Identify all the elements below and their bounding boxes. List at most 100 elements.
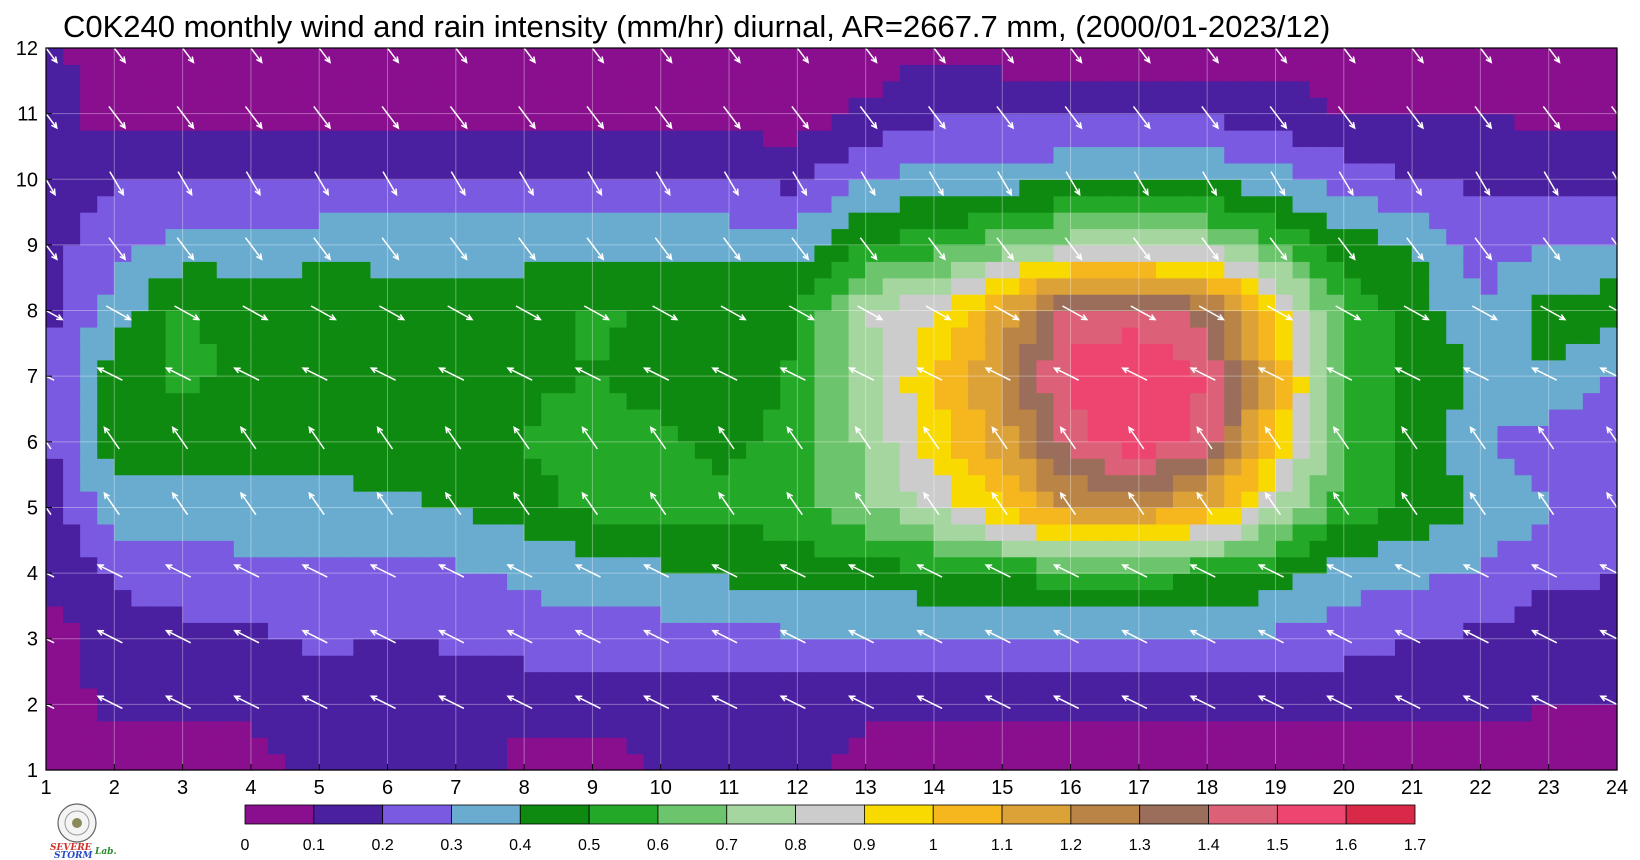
wind-arrow xyxy=(171,491,189,516)
field-cell xyxy=(1190,97,1208,115)
field-cell xyxy=(643,589,662,607)
field-cell xyxy=(1343,277,1362,295)
field-cell xyxy=(1087,737,1106,755)
y-tick-label: 2 xyxy=(27,694,38,716)
field-cell xyxy=(968,376,986,394)
field-cell xyxy=(1446,425,1464,443)
field-cell xyxy=(353,376,372,394)
field-cell xyxy=(97,97,115,115)
field-cell xyxy=(1514,507,1533,525)
field-cell xyxy=(848,195,867,213)
field-cell xyxy=(250,573,269,591)
field-cell xyxy=(1070,392,1089,410)
field-cell xyxy=(1190,48,1208,66)
field-cell xyxy=(1412,130,1430,148)
field-cell xyxy=(865,622,884,640)
field-cell xyxy=(182,212,201,230)
field-cell xyxy=(1173,441,1191,459)
wind-arrow xyxy=(449,105,468,130)
field-cell xyxy=(711,48,730,66)
field-cell xyxy=(455,294,474,312)
field-cell xyxy=(1138,392,1157,410)
field-cell xyxy=(1292,277,1311,295)
field-cell xyxy=(1360,48,1379,66)
field-cell xyxy=(1377,228,1396,246)
field-cell xyxy=(404,80,423,98)
field-cell xyxy=(1377,376,1396,394)
field-cell xyxy=(797,326,816,344)
wind-arrow xyxy=(654,105,673,130)
field-cell xyxy=(404,573,423,591)
field-cell xyxy=(1036,130,1055,148)
wind-arrow xyxy=(506,629,533,644)
field-cell xyxy=(968,244,986,262)
field-cell xyxy=(216,376,235,394)
field-cell xyxy=(694,507,713,525)
field-cell xyxy=(1036,228,1055,246)
field-cell xyxy=(1309,704,1328,722)
field-cell xyxy=(1514,720,1533,738)
field-cell xyxy=(1087,556,1106,574)
field-cell xyxy=(1565,605,1584,623)
field-cell xyxy=(1599,48,1618,66)
field-cell xyxy=(63,326,81,344)
field-cell xyxy=(199,294,218,312)
field-cell xyxy=(1309,589,1328,607)
field-cell xyxy=(285,277,303,295)
field-cell xyxy=(780,310,798,328)
field-cell xyxy=(1053,589,1072,607)
field-cell xyxy=(1190,113,1208,131)
field-cell xyxy=(80,130,98,148)
wind-arrow xyxy=(1606,425,1623,450)
field-cell xyxy=(1446,228,1464,246)
field-cell xyxy=(131,179,150,197)
field-cell xyxy=(1360,491,1379,509)
field-cell xyxy=(1241,523,1260,541)
field-cell xyxy=(1326,113,1345,131)
field-cell xyxy=(421,277,440,295)
field-cell xyxy=(951,113,969,131)
field-cell xyxy=(1412,326,1430,344)
field-cell xyxy=(677,458,696,476)
field-cell xyxy=(233,228,252,246)
wind-arrow xyxy=(1611,237,1629,261)
field-cell xyxy=(1036,294,1055,312)
field-cell xyxy=(336,556,354,574)
field-cell xyxy=(1480,97,1499,115)
field-cell xyxy=(302,474,320,492)
wind-arrow xyxy=(240,491,257,516)
field-cell xyxy=(267,589,286,607)
field-cell xyxy=(1446,671,1464,689)
field-cell xyxy=(267,491,286,509)
field-cell xyxy=(404,294,423,312)
field-cell xyxy=(609,179,628,197)
wind-arrow xyxy=(174,305,201,321)
field-cell xyxy=(1565,48,1584,66)
field-cell xyxy=(1531,48,1550,66)
field-cell xyxy=(1087,376,1106,394)
field-cell xyxy=(1480,195,1499,213)
field-cell xyxy=(933,441,952,459)
field-cell xyxy=(558,671,576,689)
field-cell xyxy=(1036,97,1055,115)
field-cell xyxy=(421,540,440,558)
field-cell xyxy=(1258,64,1277,82)
field-cell xyxy=(814,753,833,771)
field-cell xyxy=(148,64,167,82)
field-cell xyxy=(746,671,764,689)
field-cell xyxy=(336,376,354,394)
field-cell xyxy=(763,80,781,98)
field-cell xyxy=(694,753,713,771)
field-cell xyxy=(336,655,354,673)
field-cell xyxy=(1173,737,1191,755)
field-cell xyxy=(165,671,184,689)
wind-arrow xyxy=(916,629,943,644)
field-cell xyxy=(677,80,696,98)
field-cell xyxy=(763,294,781,312)
field-cell xyxy=(524,556,542,574)
field-cell xyxy=(46,540,64,558)
field-cell xyxy=(1104,294,1123,312)
field-cell xyxy=(626,687,645,705)
field-cell xyxy=(814,605,833,623)
field-cell xyxy=(763,97,781,115)
